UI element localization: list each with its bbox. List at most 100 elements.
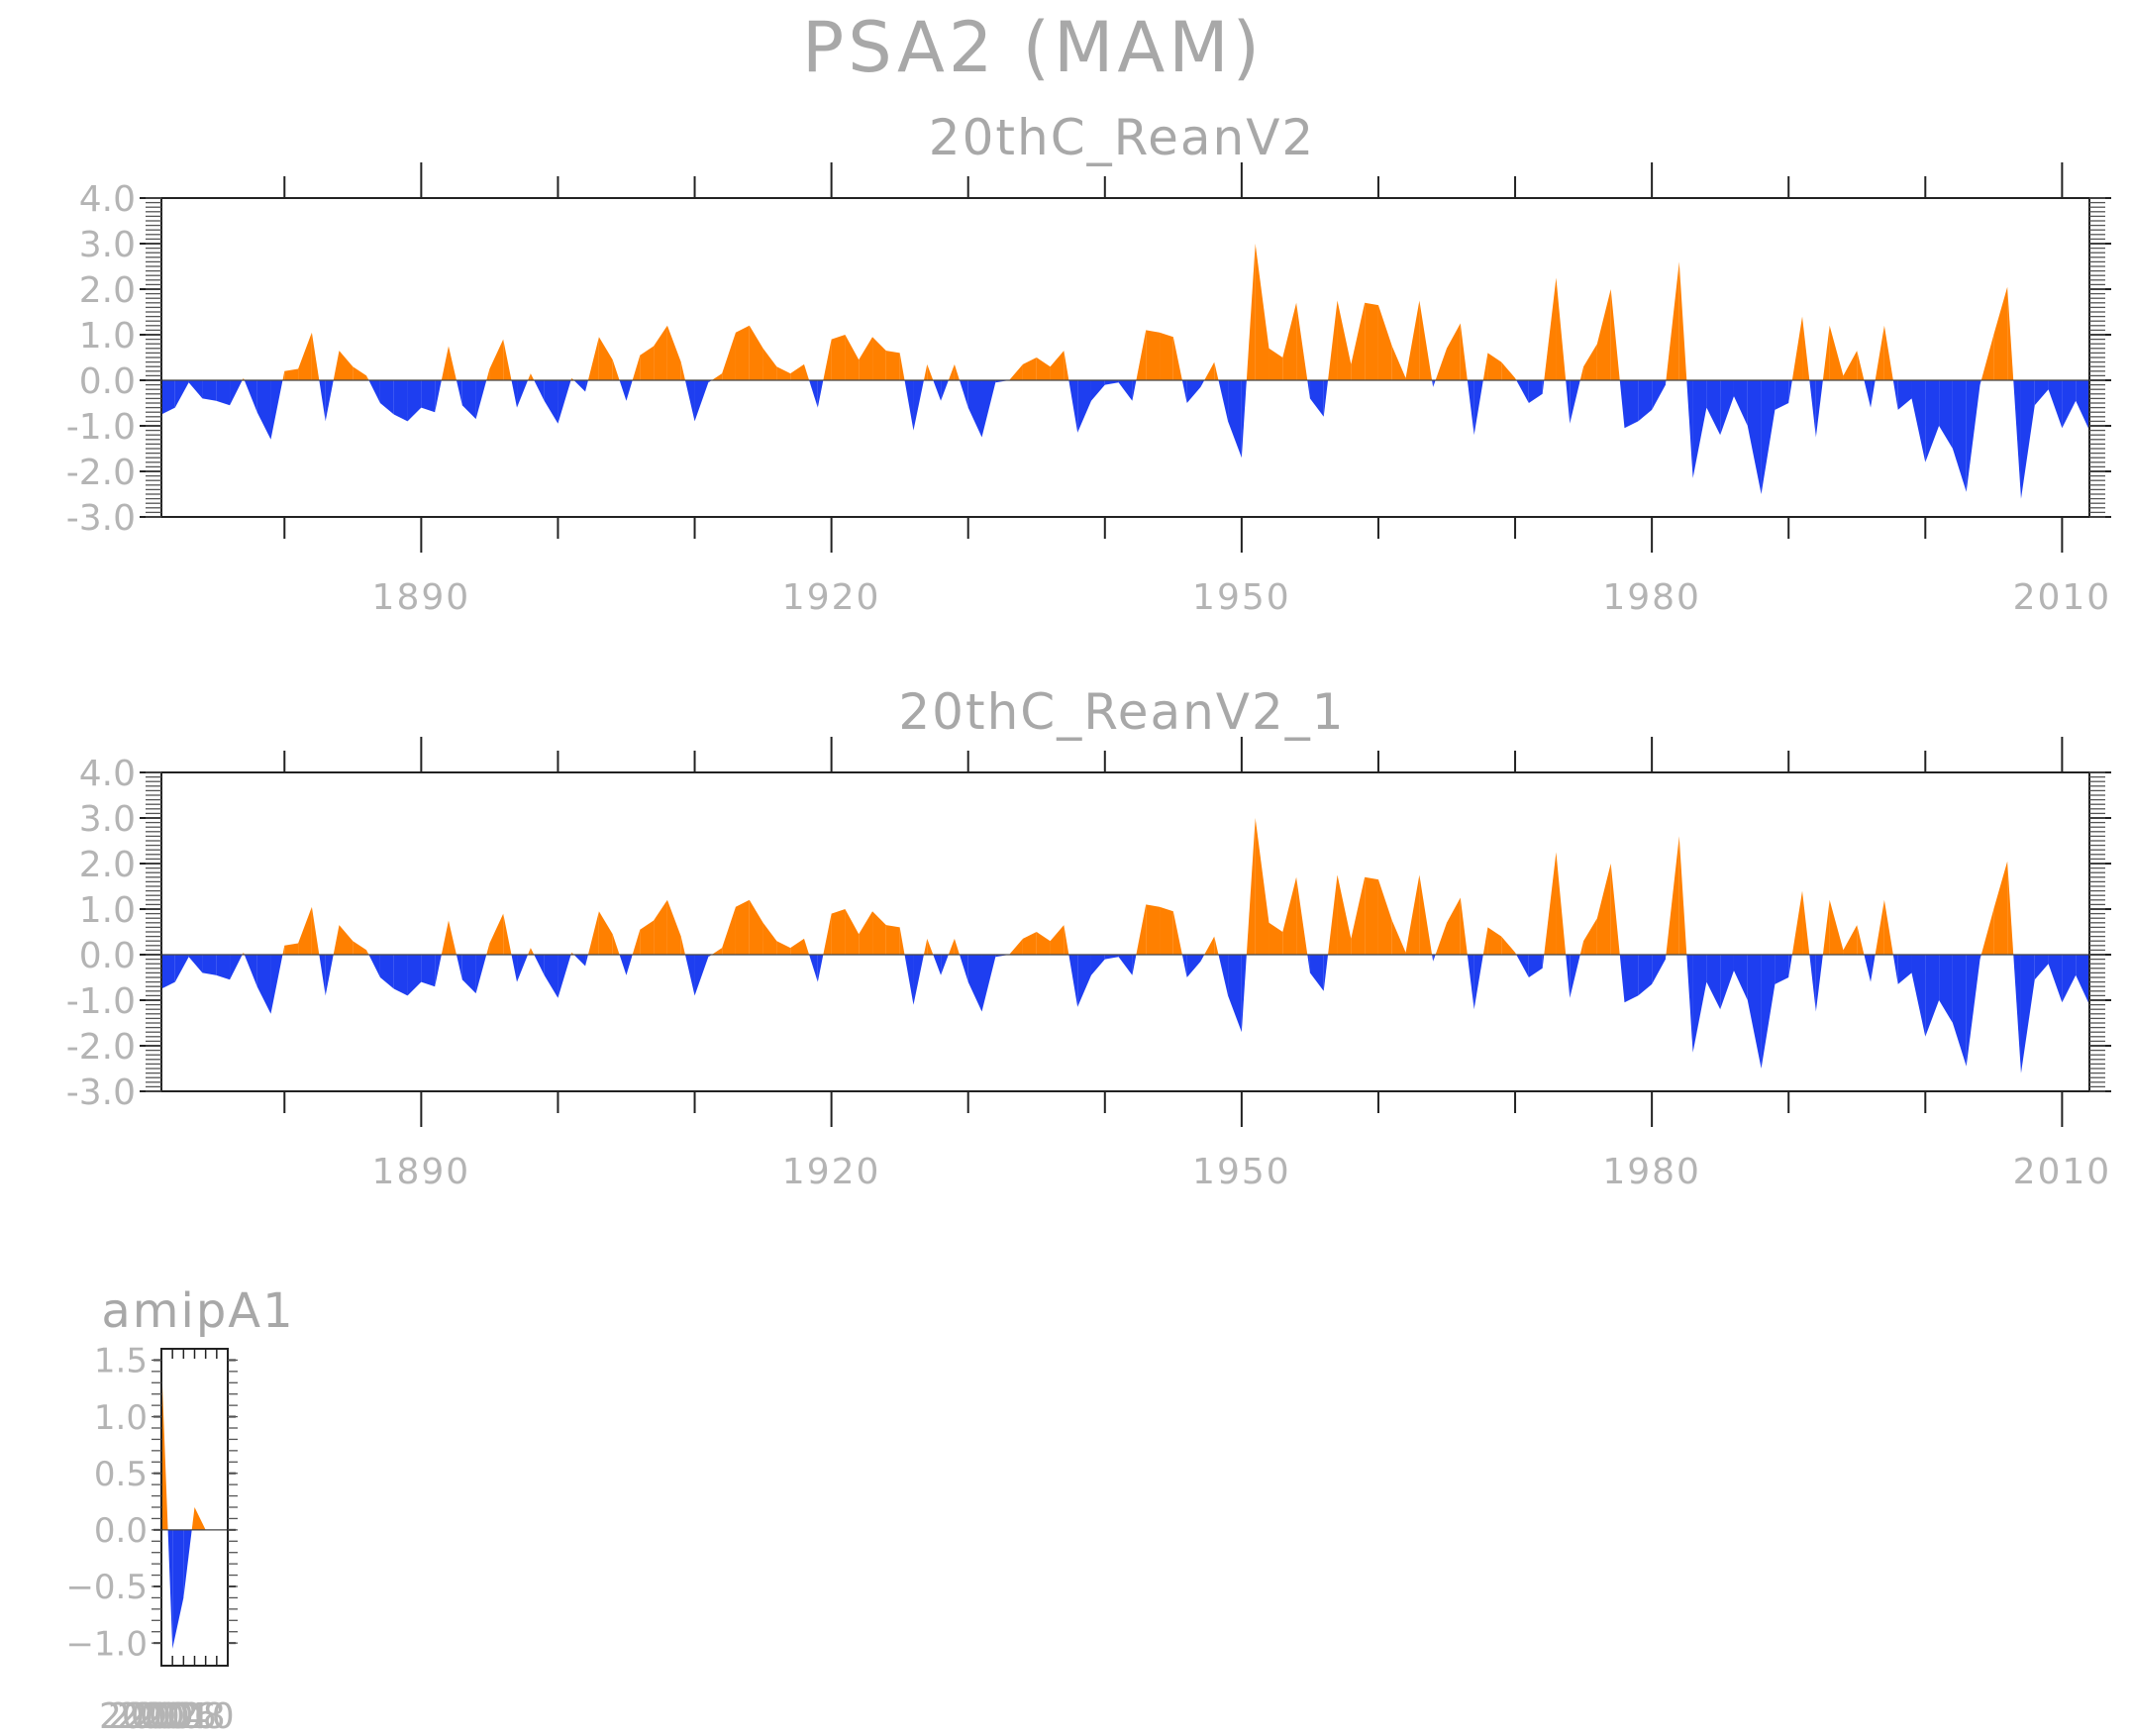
area-positive bbox=[927, 363, 934, 380]
area-negative bbox=[1706, 955, 1721, 1010]
area-negative bbox=[1638, 955, 1653, 996]
area-negative bbox=[379, 380, 394, 415]
area-positive bbox=[353, 941, 367, 955]
area-negative bbox=[511, 955, 518, 982]
area-negative bbox=[1788, 380, 1792, 403]
area-negative bbox=[256, 380, 271, 440]
area-negative bbox=[1692, 380, 1707, 478]
area-positive bbox=[282, 370, 285, 380]
area-negative bbox=[1939, 380, 1953, 449]
area-negative bbox=[1619, 380, 1625, 429]
area-negative bbox=[461, 955, 476, 994]
chart-panel-20thc-reanv2-1: 20thC_ReanV2_1 -3.0-2.0 -1.0 0.0 1.0 2.0 3.0 4… bbox=[66, 683, 2111, 1192]
area-positive bbox=[353, 366, 367, 380]
area-positive bbox=[923, 363, 928, 380]
x-tick-label: 2006 bbox=[126, 1696, 217, 1736]
area-positive bbox=[1791, 890, 1803, 955]
area-positive bbox=[1583, 344, 1597, 380]
area-negative bbox=[1761, 955, 1776, 1069]
area-negative bbox=[809, 380, 818, 408]
area-positive bbox=[927, 938, 934, 955]
area-negative bbox=[1733, 955, 1748, 1000]
area-positive bbox=[1296, 302, 1308, 380]
figure-title: PSA2 (MAM) bbox=[802, 7, 1264, 88]
area-negative bbox=[202, 380, 217, 401]
area-negative bbox=[1186, 955, 1201, 977]
area-positive bbox=[1246, 244, 1256, 380]
area-negative bbox=[216, 955, 231, 980]
area-positive bbox=[333, 925, 340, 955]
area-positive bbox=[1501, 936, 1516, 955]
y-tick-label: -3.0 bbox=[66, 1072, 136, 1113]
area-positive bbox=[711, 948, 723, 955]
area-negative bbox=[1686, 380, 1693, 478]
area-positive bbox=[311, 906, 320, 955]
area-positive bbox=[1666, 836, 1679, 955]
area-positive bbox=[1802, 316, 1810, 380]
x-tick-label: 2008 bbox=[135, 1696, 226, 1736]
area-negative bbox=[1911, 380, 1926, 462]
area-negative bbox=[1200, 955, 1205, 962]
area-negative bbox=[1638, 380, 1653, 422]
area-positive bbox=[587, 911, 599, 955]
area-positive bbox=[1036, 932, 1051, 955]
area-positive bbox=[711, 373, 723, 380]
area-positive bbox=[339, 925, 354, 955]
area-positive bbox=[845, 335, 860, 380]
area-negative bbox=[1720, 955, 1734, 1010]
area-positive bbox=[298, 906, 312, 955]
area-negative bbox=[230, 955, 243, 980]
area-negative bbox=[1309, 380, 1324, 417]
area-negative bbox=[1309, 955, 1324, 991]
area-negative bbox=[1090, 955, 1105, 975]
area-negative bbox=[626, 955, 633, 975]
area-negative bbox=[461, 380, 476, 420]
area-negative bbox=[1241, 955, 1247, 1033]
area-positive bbox=[1351, 302, 1366, 380]
area-positive bbox=[1214, 361, 1219, 380]
area-negative bbox=[1619, 955, 1625, 1003]
area-positive bbox=[298, 332, 312, 380]
area-positive bbox=[530, 948, 535, 955]
area-negative bbox=[379, 955, 394, 989]
area-positive bbox=[885, 925, 900, 955]
area-negative bbox=[1980, 380, 1981, 385]
y-tick-label: −0.5 bbox=[65, 1568, 148, 1607]
area-negative bbox=[1241, 380, 1247, 459]
area-positive bbox=[899, 927, 905, 955]
area-positive bbox=[1050, 351, 1065, 380]
area-negative bbox=[1186, 380, 1201, 403]
area-positive bbox=[749, 899, 763, 955]
area-negative bbox=[2020, 955, 2035, 1073]
area-negative bbox=[1966, 380, 1980, 492]
area-positive bbox=[1678, 261, 1687, 380]
x-tick-label: 1950 bbox=[1192, 1152, 1291, 1192]
area-negative bbox=[558, 380, 571, 424]
area-positive bbox=[1829, 899, 1844, 955]
area-negative bbox=[1939, 955, 1953, 1023]
area-positive bbox=[1980, 335, 1994, 380]
area-negative bbox=[1892, 380, 1898, 410]
area-negative bbox=[1077, 955, 1091, 1007]
area-negative bbox=[1566, 955, 1571, 998]
area-positive bbox=[1419, 300, 1433, 380]
area-negative bbox=[270, 380, 283, 440]
area-negative bbox=[517, 955, 529, 982]
area-negative bbox=[933, 380, 942, 401]
area-negative bbox=[174, 380, 189, 408]
area-negative bbox=[1747, 955, 1762, 1069]
area-positive bbox=[284, 943, 299, 955]
area-negative bbox=[1775, 380, 1789, 410]
area-positive bbox=[194, 1507, 206, 1530]
area-positive bbox=[1875, 899, 1884, 955]
area-negative bbox=[585, 955, 588, 967]
area-positive bbox=[722, 906, 736, 955]
chart-panel-amipa1: amipA1 −1.0 −0.5 0.0 0.5 1.0 1.5 2000200220042… bbox=[65, 1283, 292, 1736]
area-positive bbox=[1009, 938, 1023, 955]
area-negative bbox=[1433, 380, 1436, 387]
area-positive bbox=[1269, 348, 1283, 380]
x-tick-label: 2000 bbox=[99, 1696, 190, 1736]
area-negative bbox=[544, 380, 558, 424]
area-positive bbox=[948, 938, 955, 955]
area-negative bbox=[1528, 955, 1543, 977]
